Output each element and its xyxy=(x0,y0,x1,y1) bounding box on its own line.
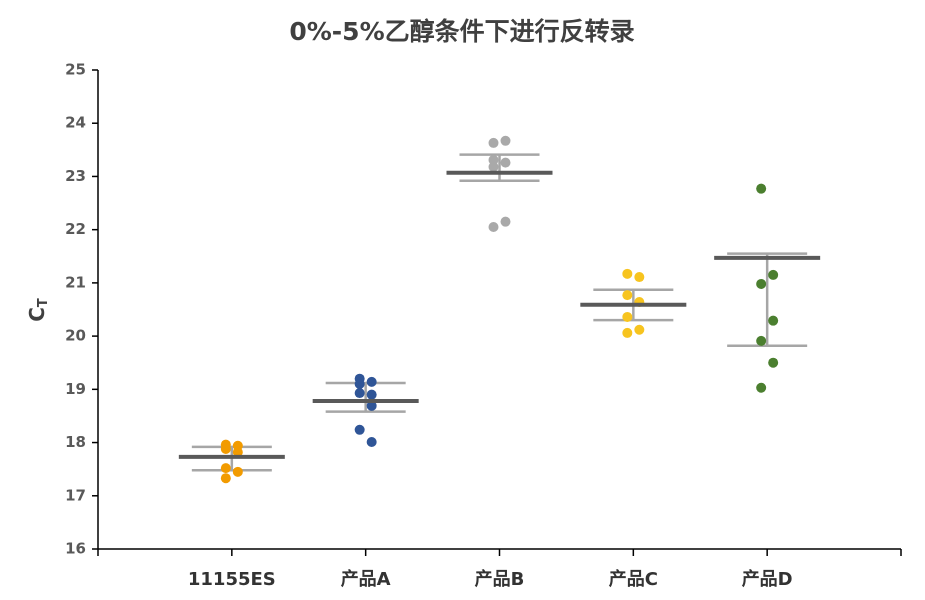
chart-title: 0%-5%乙醇条件下进行反转录 xyxy=(289,17,634,46)
data-point xyxy=(500,157,511,168)
data-point xyxy=(500,135,511,146)
data-point xyxy=(366,400,377,411)
data-point xyxy=(488,154,499,165)
data-point xyxy=(220,473,231,484)
y-tick-label: 20 xyxy=(65,327,86,345)
data-point xyxy=(232,466,243,477)
data-point xyxy=(622,290,633,301)
data-point xyxy=(756,278,767,289)
y-label-sub: T xyxy=(36,298,51,307)
data-point xyxy=(354,379,365,390)
data-point xyxy=(768,269,779,280)
data-point xyxy=(354,388,365,399)
data-point xyxy=(220,443,231,454)
data-point xyxy=(768,315,779,326)
x-tick-label: 产品A xyxy=(341,568,391,590)
data-point xyxy=(232,447,243,458)
data-point xyxy=(354,424,365,435)
y-axis-label: CT xyxy=(25,298,51,322)
y-tick-label: 23 xyxy=(65,167,86,185)
data-point xyxy=(488,161,499,172)
data-point xyxy=(622,268,633,279)
data-point xyxy=(756,335,767,346)
y-tick-label: 19 xyxy=(65,380,86,398)
y-tick-label: 25 xyxy=(65,61,86,79)
data-point xyxy=(634,272,645,283)
data-point xyxy=(622,311,633,322)
y-label-main: C xyxy=(25,307,49,322)
y-tick-label: 18 xyxy=(65,433,86,451)
y-tick-label: 17 xyxy=(65,486,86,504)
x-tick-label: 11155ES xyxy=(188,569,276,590)
y-tick-label: 24 xyxy=(65,114,86,132)
y-tick-label: 21 xyxy=(65,273,86,291)
data-point xyxy=(366,376,377,387)
data-point xyxy=(500,216,511,227)
y-tick-label: 22 xyxy=(65,220,86,238)
data-point xyxy=(756,382,767,393)
data-point xyxy=(488,137,499,148)
data-point xyxy=(366,437,377,448)
data-point xyxy=(634,324,645,335)
data-point xyxy=(756,183,767,194)
x-tick-label: 产品D xyxy=(742,568,793,590)
data-point xyxy=(366,389,377,400)
data-point xyxy=(488,222,499,233)
data-point xyxy=(220,463,231,474)
data-point xyxy=(622,327,633,338)
x-tick-label: 产品B xyxy=(475,568,525,590)
x-tick-label: 产品C xyxy=(609,568,658,590)
y-tick-label: 16 xyxy=(65,540,86,558)
data-point xyxy=(768,357,779,368)
